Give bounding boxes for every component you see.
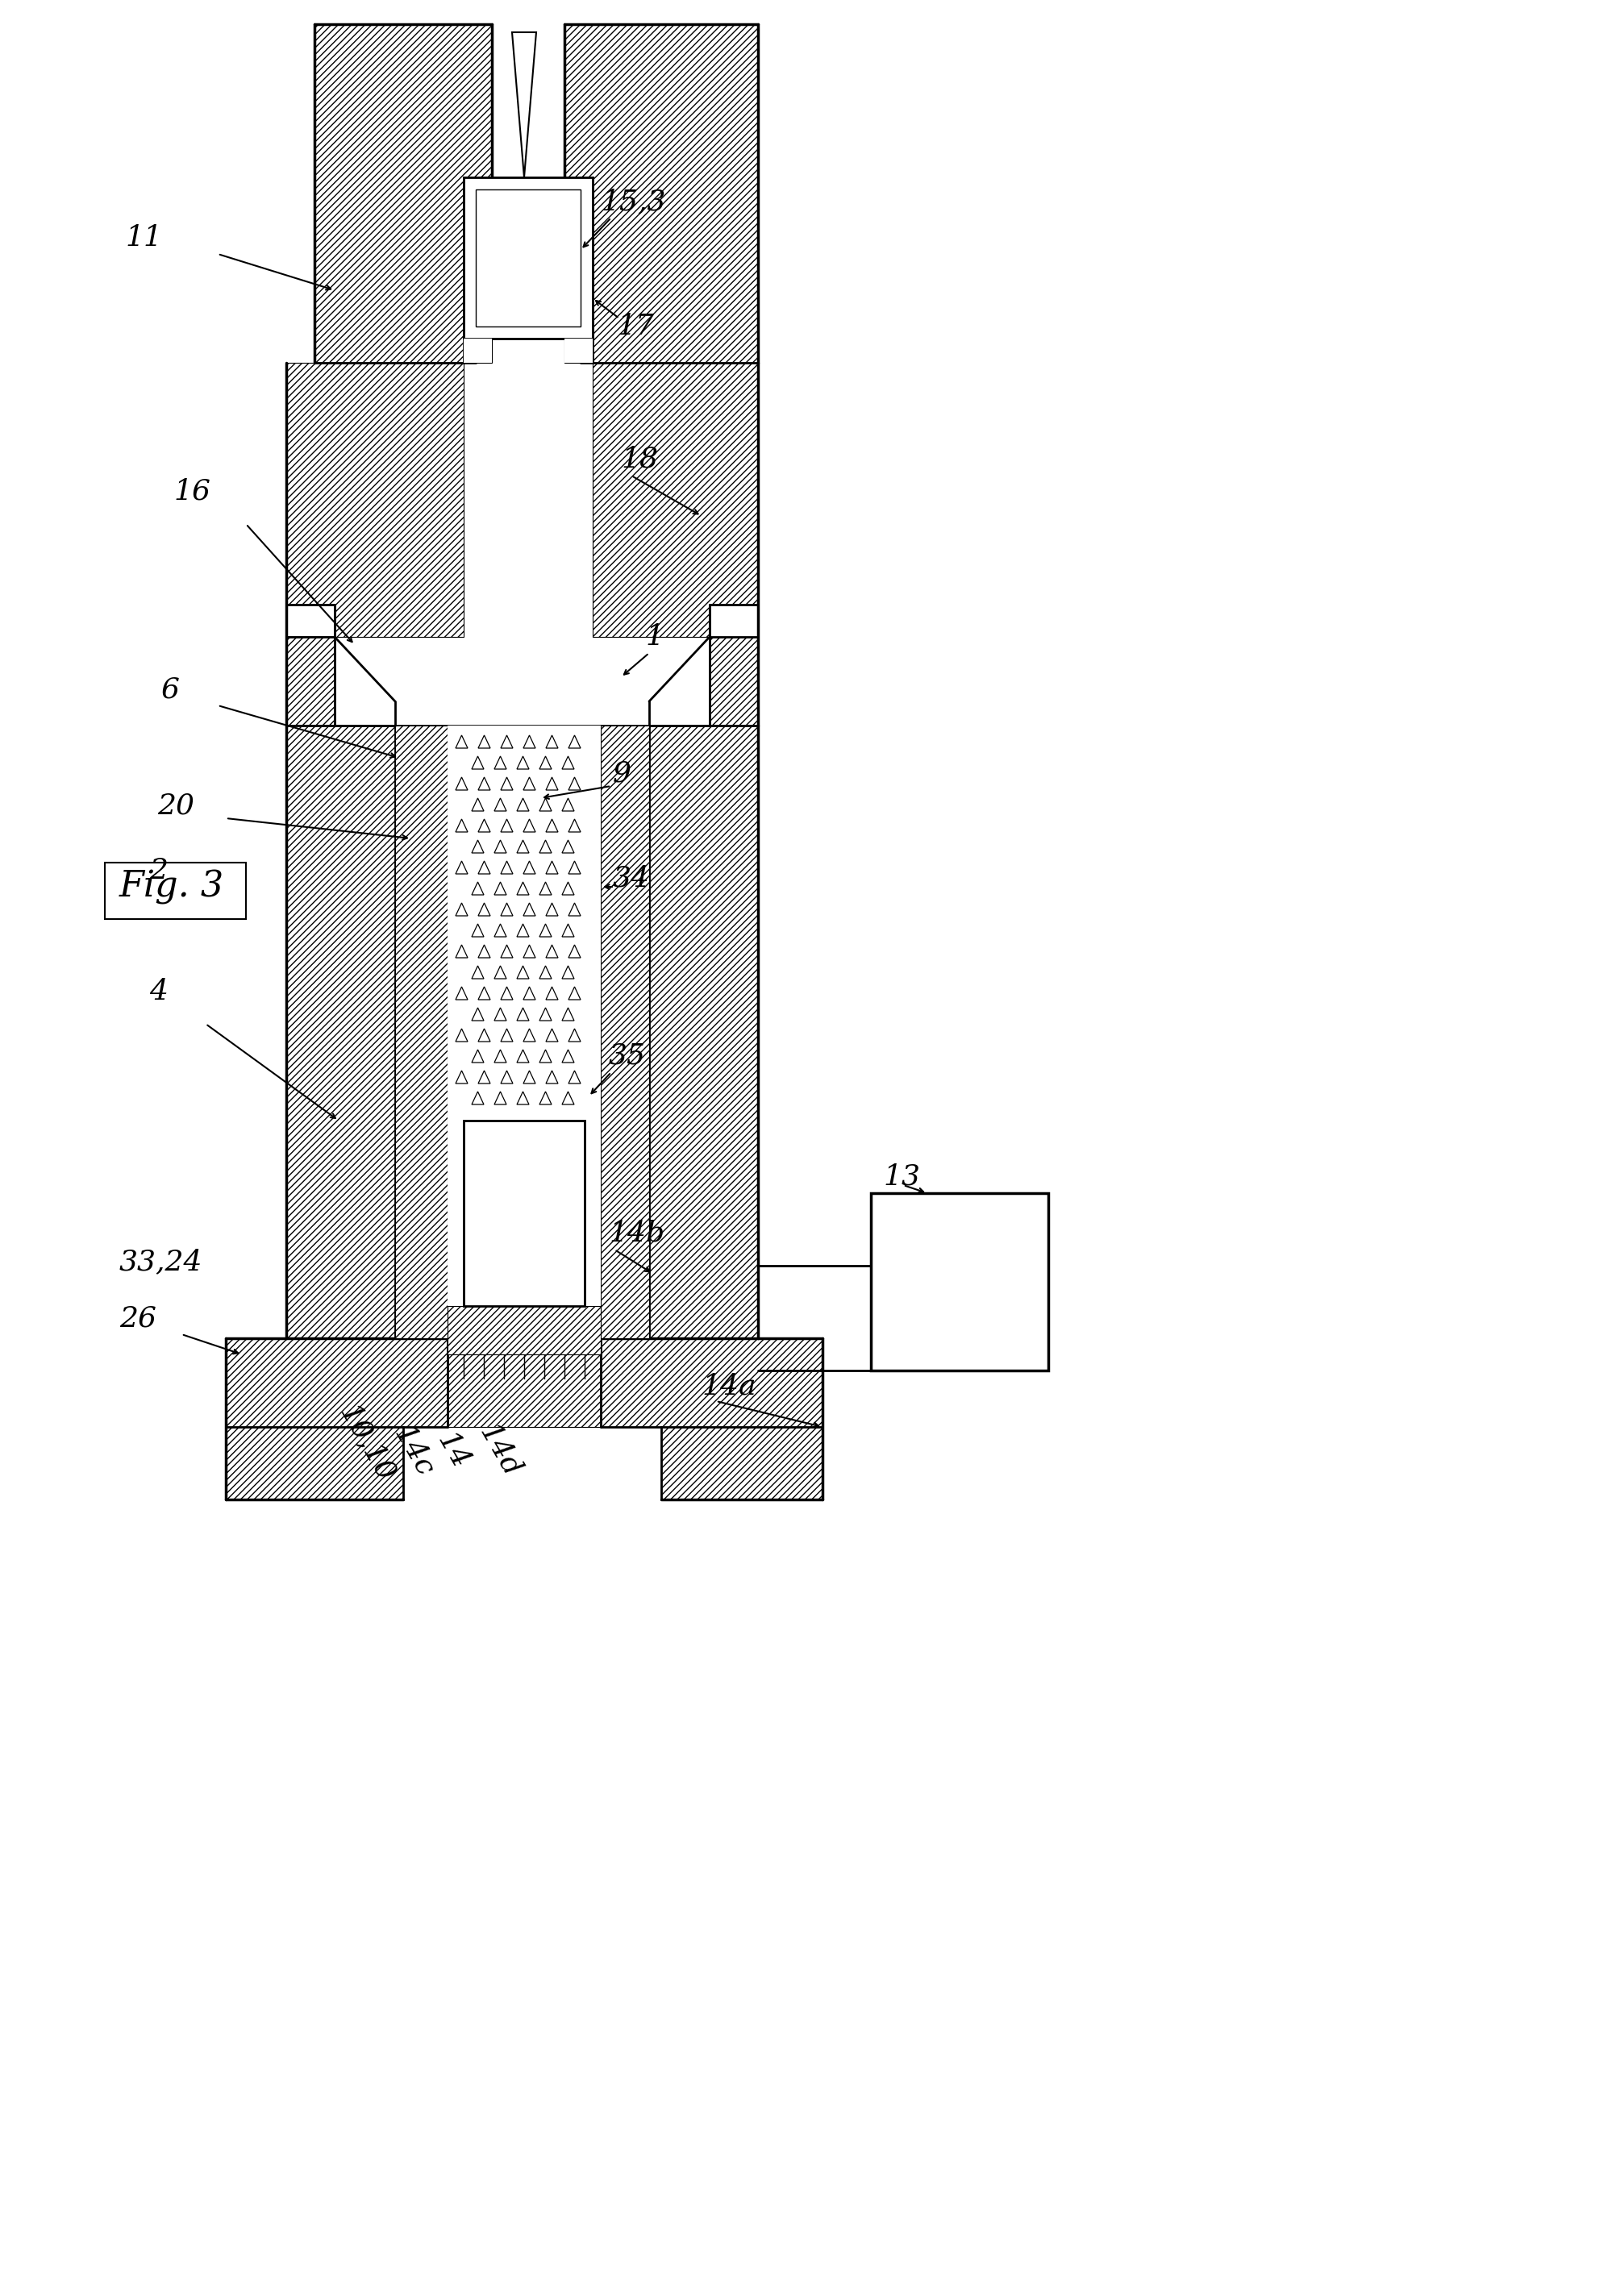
Polygon shape — [225, 1426, 403, 1499]
Text: 15,3: 15,3 — [601, 188, 666, 216]
Polygon shape — [593, 363, 758, 636]
Text: 20: 20 — [157, 792, 194, 820]
Polygon shape — [287, 636, 395, 726]
Text: 14b: 14b — [609, 1219, 664, 1247]
Polygon shape — [314, 25, 492, 363]
Text: 9: 9 — [612, 760, 632, 788]
Text: 2: 2 — [149, 856, 168, 884]
Polygon shape — [650, 726, 758, 1339]
Text: 33,24: 33,24 — [120, 1249, 202, 1274]
Polygon shape — [601, 726, 650, 1339]
Polygon shape — [287, 726, 395, 1339]
Text: 1: 1 — [645, 622, 664, 650]
Text: 16: 16 — [173, 478, 211, 505]
Text: 17: 17 — [617, 312, 654, 340]
Polygon shape — [225, 1339, 823, 1426]
Text: 35: 35 — [609, 1042, 646, 1070]
Text: 34: 34 — [612, 866, 650, 893]
Polygon shape — [661, 1426, 823, 1499]
Text: 4: 4 — [149, 978, 168, 1006]
Polygon shape — [447, 1306, 601, 1355]
Text: Fig. 3: Fig. 3 — [120, 870, 225, 905]
Polygon shape — [650, 636, 710, 726]
Polygon shape — [447, 726, 601, 1339]
Polygon shape — [650, 636, 758, 726]
Bar — [872, 1194, 1048, 1371]
Polygon shape — [564, 338, 593, 363]
Text: 13: 13 — [883, 1164, 920, 1192]
Polygon shape — [335, 636, 395, 726]
Bar — [105, 863, 246, 918]
Polygon shape — [395, 726, 447, 1339]
Polygon shape — [476, 191, 580, 326]
Text: 11: 11 — [125, 225, 162, 253]
Polygon shape — [463, 338, 492, 363]
Polygon shape — [512, 32, 536, 177]
Polygon shape — [463, 1120, 585, 1306]
Text: 18: 18 — [620, 445, 658, 473]
Polygon shape — [287, 363, 463, 636]
Text: 10,10: 10,10 — [335, 1401, 400, 1486]
Polygon shape — [564, 25, 758, 363]
Text: 26: 26 — [120, 1304, 157, 1332]
Text: 14c: 14c — [389, 1421, 439, 1481]
Polygon shape — [492, 25, 564, 177]
Text: 14d: 14d — [475, 1421, 526, 1483]
Polygon shape — [463, 177, 593, 338]
Text: 14a: 14a — [701, 1373, 757, 1401]
Text: 14: 14 — [431, 1428, 473, 1474]
Text: 6: 6 — [162, 675, 180, 703]
